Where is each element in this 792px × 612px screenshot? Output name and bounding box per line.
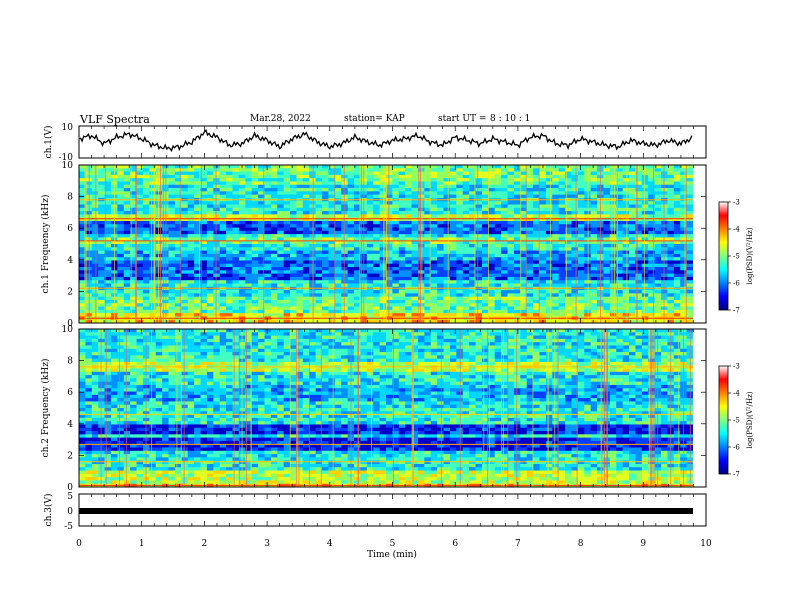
ch2-ytick-label: 10 <box>62 325 74 335</box>
ch3-voltage-ylabel: ch.3(V) <box>43 494 54 527</box>
ch3-voltage-trace <box>79 508 693 514</box>
ch1-ytick-label: 4 <box>67 256 73 266</box>
ch2-spectrogram-image <box>79 329 706 488</box>
colorbar-ch1: -3 -4 -5 -6 -7 log(PSD)(V²/Hz) <box>718 199 754 315</box>
ch3-voltage-ytick-top: 5 <box>67 492 73 502</box>
panel-ch3-voltage: 5 0 -5 ch.3(V) Time (min) <box>43 492 707 560</box>
ch2-ytick-label: 2 <box>67 451 73 461</box>
ch1-voltage-ytick-bottom: -10 <box>59 153 74 163</box>
colorbar-ch1-tick: -6 <box>733 280 740 288</box>
colorbar-ch2-tick: -3 <box>733 363 740 371</box>
start-ut-label: start UT = <box>438 114 487 124</box>
x-tick-label: 6 <box>452 539 458 549</box>
x-tick-label: 7 <box>515 539 521 549</box>
panel-ch2-spectrogram: 0 2 4 6 8 10 ch.2 Frequency (kHz) <box>40 325 707 493</box>
ch2-ytick-label: 6 <box>67 388 73 398</box>
colorbar-ch1-tick: -5 <box>733 253 740 261</box>
colorbar-ch2-tick: -7 <box>733 471 740 479</box>
x-tick-label: 3 <box>264 539 270 549</box>
colorbar-ch2-label: log(PSD)(V²/Hz) <box>746 391 754 448</box>
ch2-ytick-label: 4 <box>67 420 73 430</box>
x-tick-label: 0 <box>76 539 82 549</box>
ch1-voltage-trace <box>78 128 693 152</box>
colorbar-ch2-tick: -4 <box>733 390 740 398</box>
ch1-voltage-ytick-top: 10 <box>62 123 74 133</box>
colorbar-ch2: -3 -4 -5 -6 -7 log(PSD)(V²/Hz) <box>718 363 754 479</box>
x-tick-label: 10 <box>700 539 712 549</box>
colorbar-ch2-tick: -5 <box>733 417 740 425</box>
colorbar-ch2-tick: -6 <box>733 444 740 452</box>
station-label: station= KAP <box>344 114 405 124</box>
panel-ch1-spectrogram: 0 2 4 6 8 10 ch.1 Frequency (kHz) <box>40 161 707 329</box>
x-tick-label: 5 <box>390 539 396 549</box>
colorbar-ch1-tick: -7 <box>733 307 740 315</box>
ch1-ytick-label: 10 <box>62 161 74 171</box>
ch1-ytick-label: 0 <box>67 319 73 329</box>
colorbar-ch1-tick: -3 <box>733 199 740 207</box>
ch2-ytick-label: 8 <box>67 357 73 367</box>
start-ut-value: 8 : 10 : 1 <box>490 114 531 124</box>
ch3-voltage-ytick-mid: 0 <box>67 507 73 517</box>
ch1-spectrogram-image <box>79 165 706 324</box>
colorbar-ch2-scale <box>718 365 729 475</box>
x-tick-label: 8 <box>578 539 584 549</box>
colorbar-ch1-scale <box>718 201 729 311</box>
chart-title: VLF Spectra <box>80 113 150 126</box>
colorbar-ch1-label: log(PSD)(V²/Hz) <box>746 227 754 284</box>
x-tick-label: 1 <box>139 539 145 549</box>
ch1-ylabel-channel: ch.1 Frequency (kHz) <box>40 195 51 294</box>
ch1-ytick-label: 2 <box>67 287 73 297</box>
x-axis-label: Time (min) <box>367 549 417 560</box>
colorbar-ch1-tick: -4 <box>733 226 740 234</box>
date-label: Mar.28, 2022 <box>250 114 311 124</box>
x-tick-label: 2 <box>202 539 208 549</box>
ch1-voltage-ylabel: ch.1(V) <box>43 126 54 159</box>
ch1-ytick-label: 8 <box>67 193 73 203</box>
ch1-ytick-label: 6 <box>67 224 73 234</box>
x-tick-label: 4 <box>327 539 333 549</box>
ch2-ylabel-channel: ch.2 Frequency (kHz) <box>40 359 51 458</box>
ch3-voltage-ytick-bottom: -5 <box>64 522 73 532</box>
x-tick-label: 9 <box>640 539 646 549</box>
panel-ch1-voltage: 10 -10 ch.1(V) <box>43 123 707 163</box>
ch2-ytick-label: 0 <box>67 483 73 493</box>
